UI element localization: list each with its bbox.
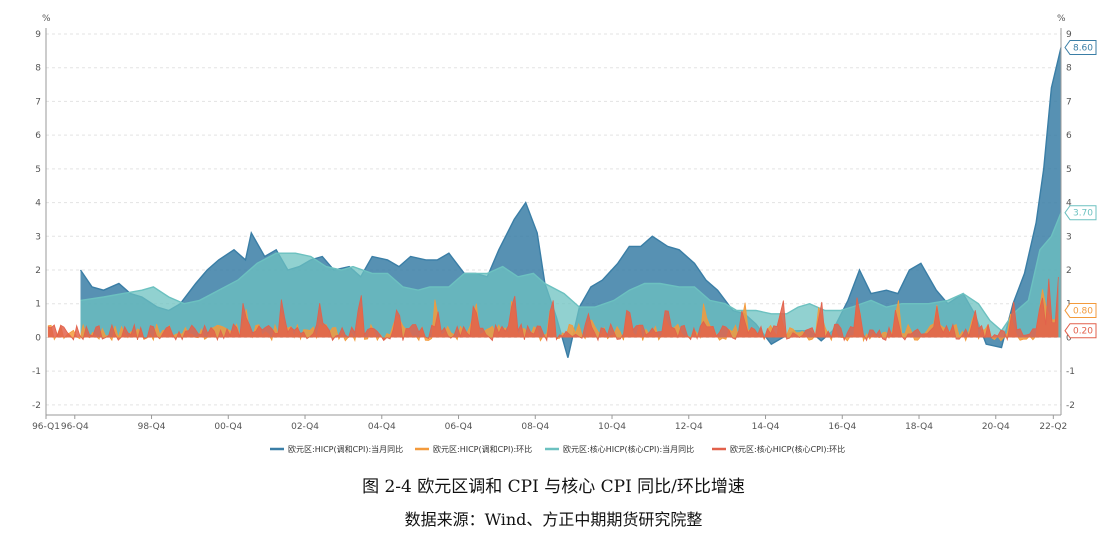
series-area-2 xyxy=(80,212,1061,338)
y-tick-label-left: 6 xyxy=(35,131,41,141)
y-tick-label-left: 1 xyxy=(35,300,41,310)
y-tick-label-right: 9 xyxy=(1066,30,1072,40)
x-tick-label: 98-Q4 xyxy=(138,422,166,432)
legend-label: 欧元区:核心HICP(核心CPI):环比 xyxy=(730,444,845,454)
right-unit-label: % xyxy=(1057,14,1066,24)
end-label-box xyxy=(1064,302,1097,318)
y-tick-label-left: -2 xyxy=(32,401,41,411)
x-tick-label: 22-Q2 xyxy=(1039,422,1067,432)
legend: 欧元区:HICP(调和CPI):当月同比 欧元区:HICP(调和CPI):环比 欧元… xyxy=(270,444,845,454)
series-line-2 xyxy=(80,212,1062,332)
y-tick-label-left: 3 xyxy=(35,232,41,242)
legend-label: 欧元区:HICP(调和CPI):环比 xyxy=(433,444,532,454)
x-tick-label: 12-Q4 xyxy=(675,422,703,432)
y-tick-label-right: 0 xyxy=(1066,333,1072,343)
end-label-value: 3.70 xyxy=(1073,209,1093,219)
end-label-box xyxy=(1064,205,1097,221)
series-line-0 xyxy=(79,47,1062,358)
series-line-3 xyxy=(47,276,1059,342)
end-label-value: 8.60 xyxy=(1073,43,1093,53)
x-tick-label: 06-Q4 xyxy=(445,422,473,432)
y-tick-label-right: 8 xyxy=(1066,64,1072,74)
y-tick-label-left: 7 xyxy=(35,97,41,107)
figure-caption: 图 2-4 欧元区调和 CPI 与核心 CPI 同比/环比增速 xyxy=(362,477,745,497)
y-tick-label-left: -1 xyxy=(32,367,41,377)
legend-label: 欧元区:核心HICP(核心CPI):当月同比 xyxy=(563,444,694,454)
y-tick-label-left: 8 xyxy=(35,64,41,74)
end-label-box xyxy=(1064,39,1097,55)
y-tick-label-right: 2 xyxy=(1066,266,1072,276)
x-tick-label: 02-Q4 xyxy=(291,422,319,432)
x-tick-label: 16-Q4 xyxy=(828,422,856,432)
x-tick-label: 08-Q4 xyxy=(521,422,549,432)
y-tick-label-left: 2 xyxy=(35,266,41,276)
end-label-value: 0.20 xyxy=(1073,327,1093,337)
x-tick-label: 00-Q4 xyxy=(214,422,242,432)
series-areas xyxy=(47,47,1062,358)
series-area-3 xyxy=(47,277,1059,341)
y-tick-label-left: 0 xyxy=(35,333,41,343)
x-tick-label: 14-Q4 xyxy=(752,422,780,432)
y-tick-label-right: -2 xyxy=(1066,401,1075,411)
end-label-box xyxy=(1064,323,1097,339)
x-tick-label: 18-Q4 xyxy=(905,422,933,432)
chart: -2-2-1-10011223344556677889996-Q196-Q498… xyxy=(32,14,1097,454)
y-tick-label-right: 3 xyxy=(1066,232,1072,242)
y-tick-label-right: 6 xyxy=(1066,131,1072,141)
y-tick-label-left: 5 xyxy=(35,165,41,175)
y-tick-label-right: -1 xyxy=(1066,367,1075,377)
legend-label: 欧元区:HICP(调和CPI):当月同比 xyxy=(288,444,403,454)
x-tick-label: 04-Q4 xyxy=(368,422,396,432)
y-tick-label-right: 5 xyxy=(1066,165,1072,175)
x-tick-label: 10-Q4 xyxy=(598,422,626,432)
left-unit-label: % xyxy=(42,14,51,24)
y-tick-label-left: 9 xyxy=(35,30,41,40)
y-tick-label-right: 7 xyxy=(1066,97,1072,107)
end-labels: 8.60 0.80 3.70 0.20 xyxy=(1064,39,1097,339)
grid-lines xyxy=(46,33,1061,406)
source-note: 数据来源：Wind、方正中期期货研究院整 xyxy=(404,510,703,529)
y-tick-label-right: 4 xyxy=(1066,199,1072,209)
y-tick-label-left: 4 xyxy=(35,199,41,209)
x-tick-label: 96-Q4 xyxy=(61,422,89,432)
end-label-value: 0.80 xyxy=(1073,306,1093,316)
axes: -2-2-1-10011223344556677889996-Q196-Q498… xyxy=(32,28,1075,432)
x-tick-label: 96-Q1 xyxy=(32,422,60,432)
x-tick-label: 20-Q4 xyxy=(982,422,1010,432)
